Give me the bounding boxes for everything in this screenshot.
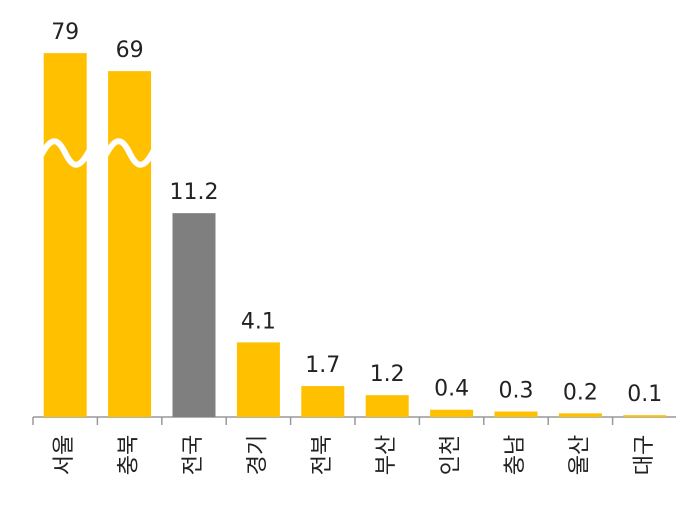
x-tick-label: 인천 xyxy=(439,435,464,475)
bar xyxy=(365,395,409,417)
x-tick-label: 전국 xyxy=(181,435,206,475)
break-mark xyxy=(38,138,92,168)
value-label: 0.4 xyxy=(434,377,469,402)
value-label: 0.3 xyxy=(499,379,534,404)
value-label: 1.7 xyxy=(305,353,340,378)
bar xyxy=(108,71,152,417)
x-tick-label: 부산 xyxy=(374,435,399,475)
x-tick-label: 서울 xyxy=(52,435,77,475)
bar xyxy=(236,342,280,417)
value-label: 4.1 xyxy=(241,309,276,334)
value-label: 1.2 xyxy=(370,362,405,387)
bar xyxy=(172,213,216,417)
x-tick-label: 대구 xyxy=(632,435,657,475)
value-label: 0.1 xyxy=(627,382,662,407)
value-label: 69 xyxy=(116,38,144,63)
bar xyxy=(494,411,538,417)
value-label: 0.2 xyxy=(563,380,598,405)
bar xyxy=(430,409,474,417)
x-tick-label: 충남 xyxy=(503,435,528,475)
break-mark xyxy=(102,138,157,168)
x-tick-label: 충북 xyxy=(117,435,142,475)
value-label: 11.2 xyxy=(170,180,219,205)
bar xyxy=(558,413,602,417)
value-label: 79 xyxy=(51,20,79,45)
x-tick-label: 울산 xyxy=(567,435,592,475)
x-tick-label: 경기 xyxy=(245,435,270,475)
bar xyxy=(43,53,87,417)
bar xyxy=(623,415,667,417)
x-tick-label: 전북 xyxy=(310,435,335,475)
bar xyxy=(301,386,345,417)
